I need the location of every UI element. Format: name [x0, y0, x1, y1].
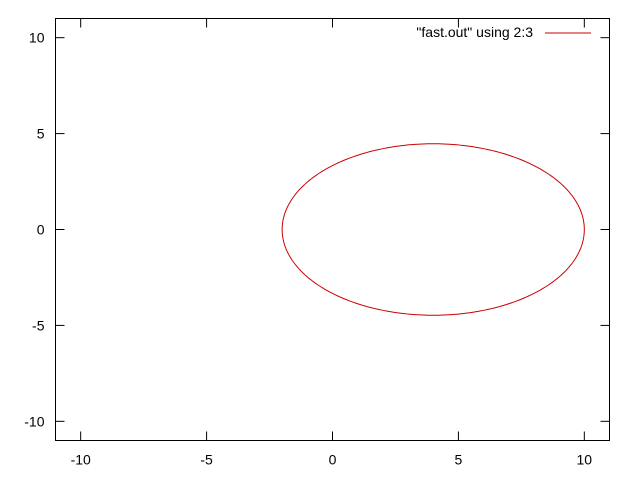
y-tick-label: -10 [24, 413, 44, 429]
y-tick-label: 10 [29, 30, 45, 46]
x-tick-label: -5 [200, 452, 213, 468]
y-tick-label: 0 [37, 222, 45, 238]
x-tick-label: 0 [329, 452, 337, 468]
tick-labels: -10 -5 0 5 10 -10 -5 0 5 10 [24, 30, 592, 468]
series-line-0 [281, 143, 585, 316]
y-tick-label: -5 [32, 317, 45, 333]
series-group [281, 143, 585, 316]
x-tick-label: 10 [577, 452, 593, 468]
y-tick-label: 5 [37, 126, 45, 142]
x-tick-label: 5 [455, 452, 463, 468]
plot-frame [55, 18, 610, 441]
x-tick-label: -10 [71, 452, 91, 468]
legend-label-0: "fast.out" using 2:3 [416, 24, 533, 40]
legend: "fast.out" using 2:3 [416, 24, 591, 40]
ticks [55, 18, 610, 441]
